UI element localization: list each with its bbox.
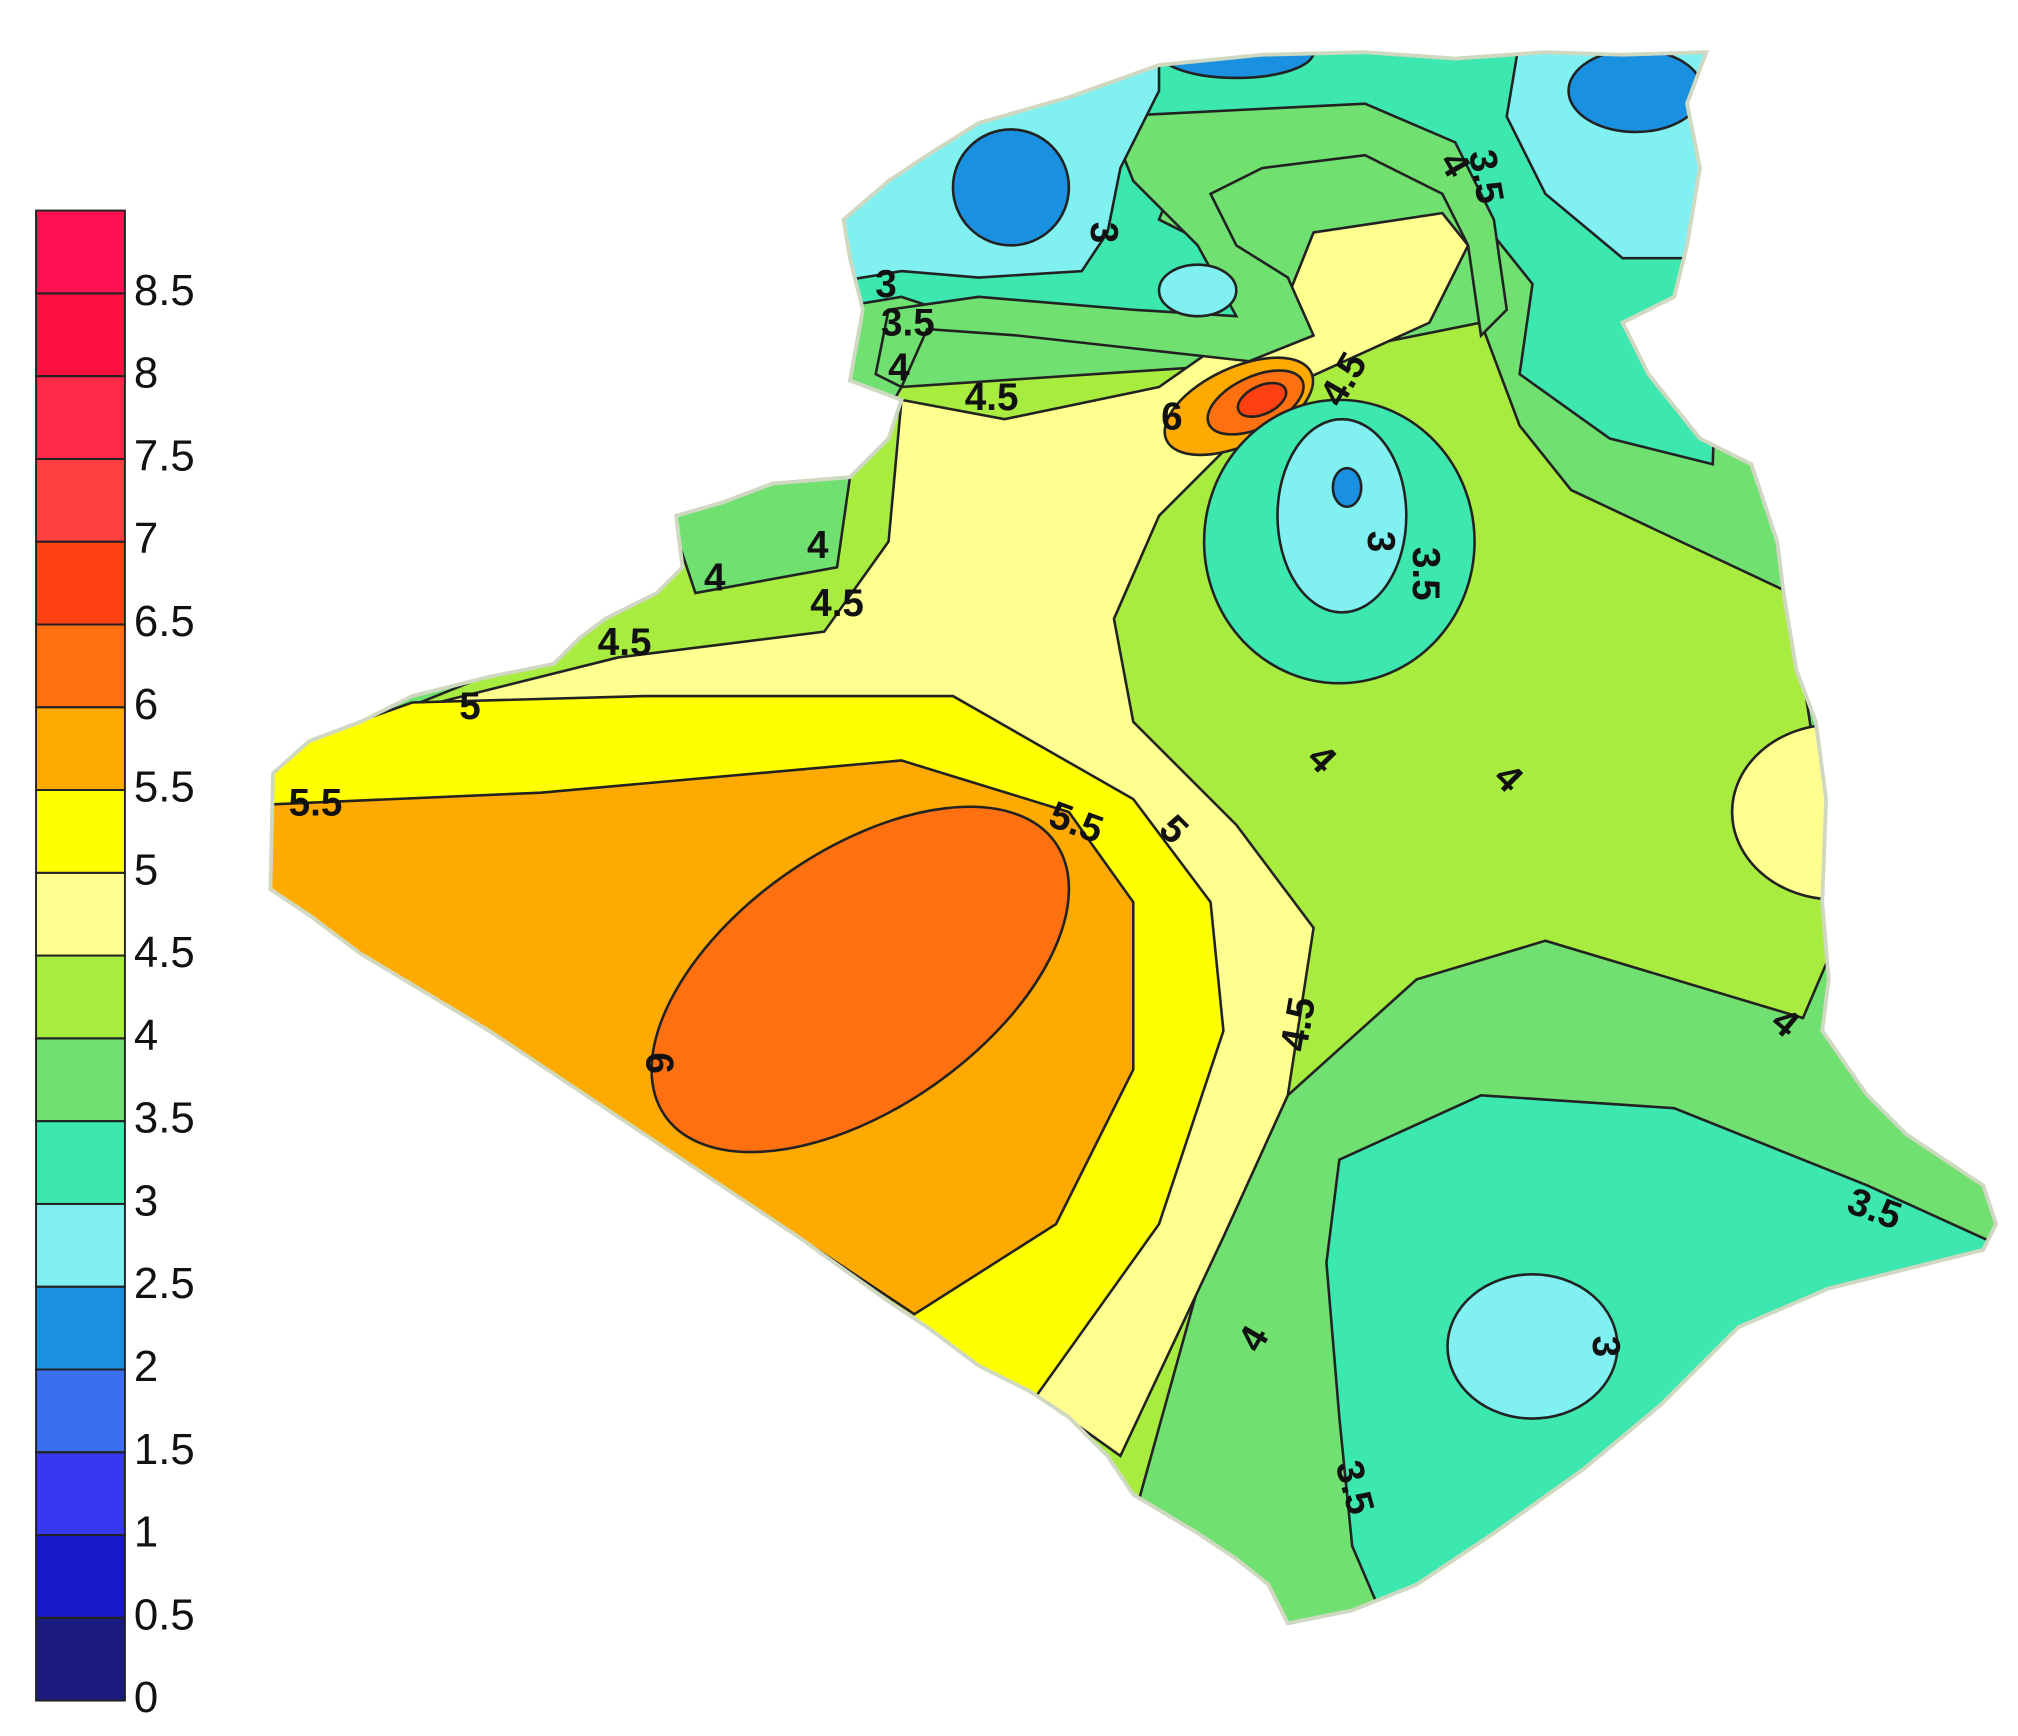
contour-region xyxy=(1331,466,1363,509)
contour-label: 4 xyxy=(704,556,726,599)
colorbar-swatch xyxy=(35,1285,126,1371)
colorbar-tick-label: 8 xyxy=(134,349,158,398)
contour-label: 5.5 xyxy=(289,782,343,825)
contour-label: 3.5 xyxy=(881,301,935,344)
contour-label: 4.5 xyxy=(965,376,1019,419)
colorbar-tick-label: 2.5 xyxy=(134,1259,195,1308)
colorbar-swatch xyxy=(35,623,126,709)
colorbar-tick-label: 0.5 xyxy=(134,1590,195,1639)
colorbar-swatch xyxy=(35,954,126,1040)
colorbar-swatch xyxy=(35,1037,126,1123)
colorbar-tick-label: 4.5 xyxy=(134,928,195,977)
contour-label: 5 xyxy=(459,685,480,728)
contour-region xyxy=(1236,381,1288,419)
colorbar-swatch xyxy=(35,789,126,874)
colorbar-tick-label: 3.5 xyxy=(134,1094,195,1143)
contour-region xyxy=(650,805,1071,1154)
colorbar-tick-label: 4 xyxy=(134,1011,158,1060)
contour-region xyxy=(951,128,1071,247)
contour-region xyxy=(874,102,1509,389)
contour-region xyxy=(1567,52,1704,134)
contour-label: 3.5 xyxy=(1404,547,1447,601)
colorbar-tick-label: 1.5 xyxy=(134,1425,195,1474)
colorbar-tick-label: 1 xyxy=(134,1508,158,1557)
colorbar-swatch xyxy=(35,871,126,957)
contour-region xyxy=(1446,1273,1619,1420)
colorbar-swatch xyxy=(35,1120,126,1205)
colorbar-swatch xyxy=(35,457,126,543)
colorbar-tick-label: 0 xyxy=(134,1673,158,1722)
contour-label: 6 xyxy=(1161,395,1182,438)
contour-region xyxy=(1730,723,1940,901)
contour-label: 4.5 xyxy=(1273,994,1325,1054)
contour-label: 3 xyxy=(875,263,896,306)
contour-region xyxy=(1157,263,1238,318)
colorbar-swatch xyxy=(35,540,126,626)
contour-label: 3 xyxy=(1584,1336,1627,1357)
colorbar-tick-label: 8.5 xyxy=(134,266,195,315)
colorbar-swatch xyxy=(35,1534,126,1619)
colorbar-swatch xyxy=(35,706,126,791)
colorbar-tick-label: 3 xyxy=(134,1176,158,1225)
colorbar-tick-label: 5 xyxy=(134,845,158,894)
colorbar: 0 0.5 1 1.5 2 2.5 3 3.5 4 4.5 5 5.5 6 6.5 7 7.5 8 8.5 xyxy=(35,209,195,1722)
colorbar-tick-label: 6 xyxy=(134,680,158,729)
contour-label: 4 xyxy=(807,524,829,567)
colorbar-swatch xyxy=(35,1451,126,1536)
contour-label: 4.5 xyxy=(810,582,864,625)
colorbar-swatch xyxy=(35,209,126,295)
colorbar-tick-label: 7.5 xyxy=(134,431,195,480)
colorbar-swatch xyxy=(35,1368,126,1454)
colorbar-tick-label: 2 xyxy=(134,1342,158,1391)
contour-label: 3.5 xyxy=(1460,147,1512,207)
colorbar-tick-label: 6.5 xyxy=(134,597,195,646)
colorbar-swatch xyxy=(35,375,126,460)
contour-label: 4 xyxy=(888,346,910,389)
contour-region xyxy=(1276,417,1408,614)
colorbar-swatch xyxy=(35,1616,126,1702)
colorbar-swatch xyxy=(35,292,126,378)
colorbar-tick-label: 5.5 xyxy=(134,763,195,812)
contour-label: 4.5 xyxy=(598,621,652,664)
colorbar-swatch xyxy=(35,1202,126,1288)
contour-region xyxy=(1157,52,1315,80)
contour-label: 6 xyxy=(638,1052,681,1073)
contour-label: 3 xyxy=(1359,531,1402,552)
contour-label: 3 xyxy=(1082,222,1125,243)
colorbar-tick-label: 7 xyxy=(134,514,158,563)
